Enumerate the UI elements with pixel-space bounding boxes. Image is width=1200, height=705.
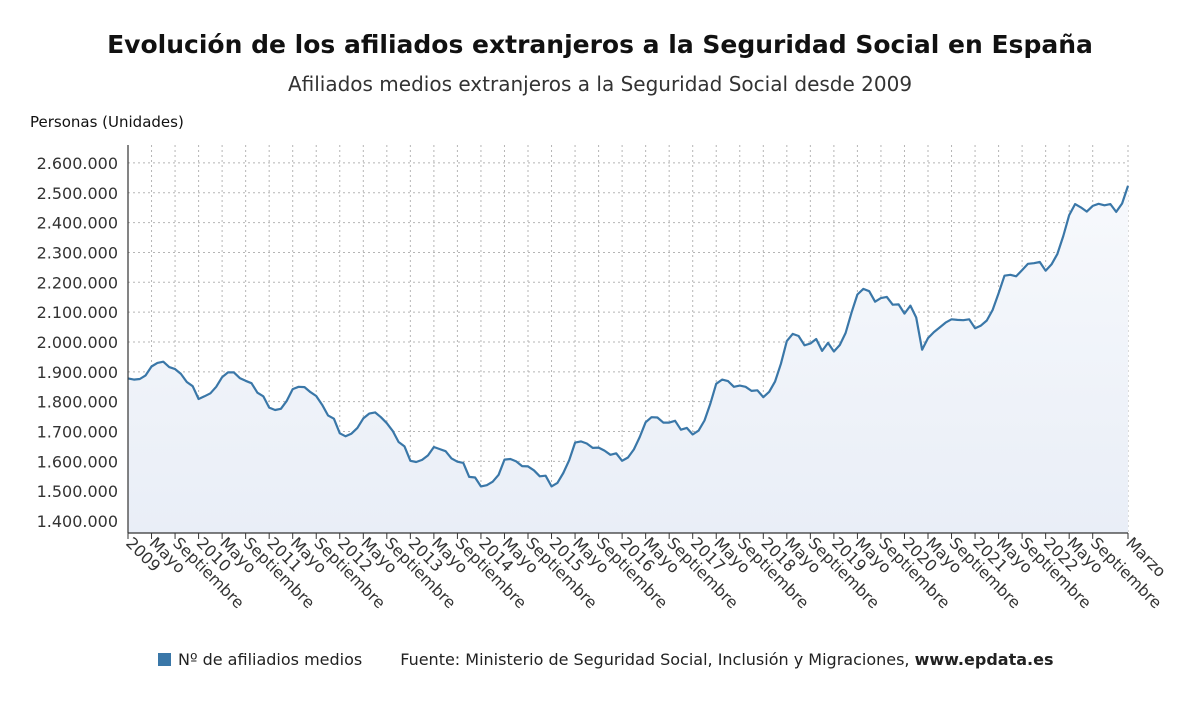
- chart-title: Evolución de los afiliados extranjeros a…: [107, 30, 1093, 59]
- y-tick-label: 1.800.000: [37, 393, 118, 412]
- y-tick-label: 2.000.000: [37, 333, 118, 352]
- y-tick-label: 2.600.000: [37, 154, 118, 173]
- y-tick-label: 2.200.000: [37, 273, 118, 292]
- legend: Nº de afiliadios medios Fuente: Minister…: [158, 650, 1053, 669]
- y-axis-label: Personas (Unidades): [30, 113, 184, 131]
- line-chart: 1.400.000 1.500.000 1.600.000 1.700.000 1.80…: [37, 145, 1170, 612]
- series-area: [128, 185, 1128, 533]
- y-tick-label: 1.500.000: [37, 482, 118, 501]
- series-line: [127, 185, 1130, 488]
- y-tick-label: 2.500.000: [37, 184, 118, 203]
- y-tick-label: 2.100.000: [37, 303, 118, 322]
- y-tick-label: 1.400.000: [37, 512, 118, 531]
- source-text: Fuente: Ministerio de Seguridad Social, …: [400, 650, 910, 669]
- y-tick-label: 2.400.000: [37, 214, 118, 233]
- chart-subtitle: Afiliados medios extranjeros a la Seguri…: [287, 72, 913, 96]
- source-link[interactable]: www.epdata.es: [914, 650, 1054, 669]
- y-tick-label: 1.700.000: [37, 423, 118, 442]
- legend-series-label: Nº de afiliadios medios: [178, 650, 363, 669]
- y-tick-label: 1.900.000: [37, 363, 118, 382]
- y-tick-label: 2.300.000: [37, 243, 118, 262]
- legend-swatch: [158, 653, 171, 666]
- y-tick-label: 1.600.000: [37, 452, 118, 471]
